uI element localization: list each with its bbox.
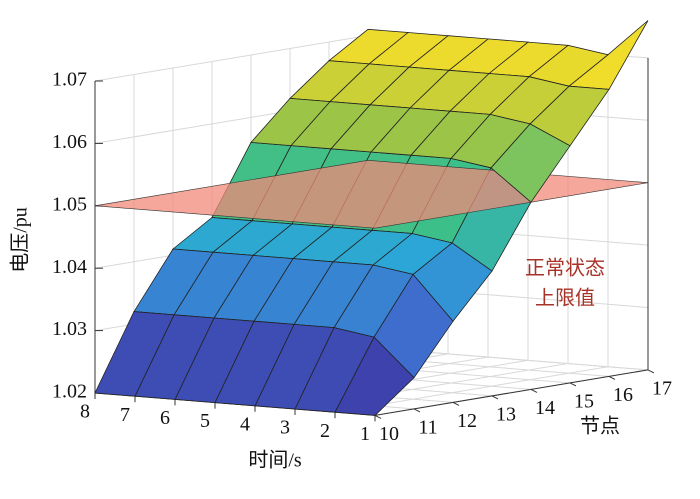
y-axis-label: 节点 bbox=[580, 415, 620, 438]
y-tick-label: 15 bbox=[574, 390, 594, 412]
x-tick-label: 2 bbox=[320, 420, 330, 442]
z-tick-label: 1.06 bbox=[52, 131, 87, 153]
tick-mark bbox=[413, 408, 421, 413]
x-tick-label: 4 bbox=[240, 413, 250, 435]
limit-plane bbox=[94, 159, 649, 229]
tick-mark bbox=[530, 388, 538, 393]
x-tick-label: 1 bbox=[360, 423, 370, 445]
annotation: 正常状态 bbox=[525, 257, 605, 280]
tick-mark bbox=[452, 401, 460, 406]
surface-face bbox=[250, 97, 331, 147]
y-tick-label: 11 bbox=[418, 416, 437, 438]
tick-mark bbox=[608, 375, 616, 380]
z-tick-label: 1.05 bbox=[52, 193, 87, 215]
y-tick-label: 17 bbox=[652, 377, 672, 399]
x-tick-label: 6 bbox=[160, 407, 170, 429]
x-tick-label: 7 bbox=[120, 404, 130, 426]
y-tick-label: 12 bbox=[457, 410, 477, 432]
x-tick-label: 8 bbox=[80, 401, 90, 423]
tick-mark bbox=[569, 382, 577, 387]
x-tick-label: 5 bbox=[200, 410, 210, 432]
tick-mark bbox=[374, 414, 382, 419]
y-tick-label: 10 bbox=[379, 423, 399, 445]
z-tick-label: 1.04 bbox=[52, 256, 87, 278]
z-tick-label: 1.02 bbox=[52, 381, 87, 403]
x-tick-label: 3 bbox=[280, 417, 290, 439]
z-axis-label: 电压/pu bbox=[9, 207, 32, 273]
y-tick-label: 13 bbox=[496, 403, 516, 425]
surface-face bbox=[94, 311, 175, 397]
z-tick-label: 1.07 bbox=[52, 69, 87, 91]
y-tick-label: 14 bbox=[535, 397, 555, 419]
tick-mark bbox=[647, 369, 655, 374]
x-axis-label: 时间/s bbox=[248, 449, 302, 472]
y-tick-label: 16 bbox=[613, 384, 633, 406]
tick-mark bbox=[491, 395, 499, 400]
z-tick-label: 1.03 bbox=[52, 318, 87, 340]
axis-line bbox=[374, 369, 649, 416]
annotation: 上限值 bbox=[535, 287, 595, 310]
